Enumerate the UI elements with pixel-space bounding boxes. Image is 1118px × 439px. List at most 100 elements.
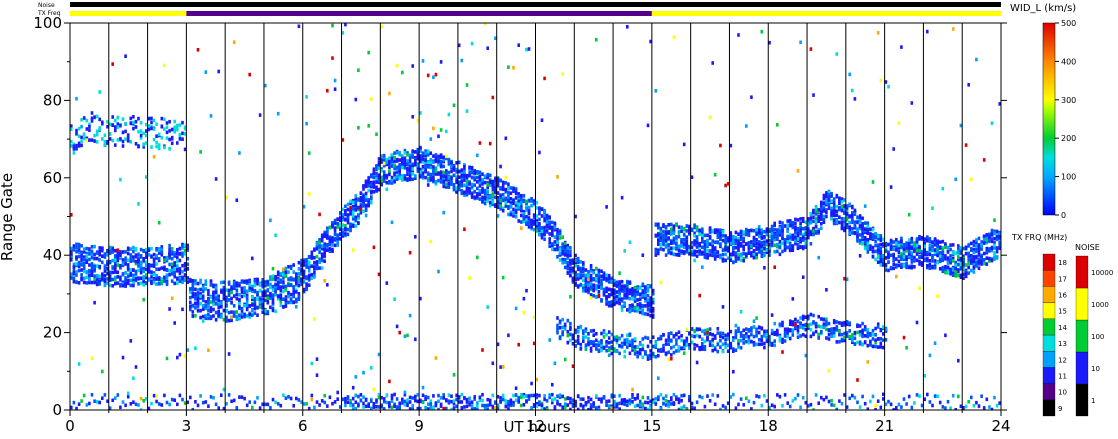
backscatter-cell: [512, 214, 515, 218]
backscatter-cell: [178, 271, 182, 276]
backscatter-cell: [693, 223, 696, 227]
backscatter-cell: [354, 393, 358, 398]
backscatter-cell: [424, 155, 427, 160]
backscatter-cell: [558, 320, 562, 325]
backscatter-cell: [346, 232, 350, 237]
backscatter-cell: [181, 131, 184, 136]
backscatter-cell: [214, 286, 218, 290]
backscatter-cell: [191, 285, 195, 289]
backscatter-cell: [119, 251, 122, 256]
backscatter-cell: [548, 240, 551, 245]
backscatter-cell: [685, 242, 689, 247]
backscatter-cell: [93, 252, 96, 257]
backscatter-cell: [357, 198, 360, 202]
backscatter-cell: [106, 248, 109, 253]
backscatter-cell: [103, 265, 107, 270]
backscatter-cell: [331, 224, 334, 228]
backscatter-cell: [209, 300, 213, 304]
backscatter-cell: [739, 310, 743, 314]
backscatter-cell: [768, 234, 771, 239]
backscatter-cell: [481, 178, 484, 183]
backscatter-cell: [388, 181, 391, 185]
backscatter-cell: [426, 160, 430, 165]
backscatter-cell: [455, 189, 458, 193]
backscatter-cell: [390, 153, 394, 157]
backscatter-cell: [809, 242, 813, 246]
backscatter-cell: [341, 213, 345, 217]
backscatter-cell: [791, 399, 795, 403]
backscatter-cell: [106, 266, 109, 271]
backscatter-cell: [421, 174, 425, 179]
backscatter-cell: [377, 157, 381, 161]
backscatter-cell: [163, 279, 166, 283]
backscatter-cell: [657, 248, 660, 252]
backscatter-cell: [93, 280, 96, 285]
backscatter-cell: [344, 224, 347, 228]
backscatter-cell: [628, 343, 632, 347]
backscatter-cell: [457, 169, 461, 174]
backscatter-cell: [227, 288, 231, 293]
backscatter-cell: [457, 175, 461, 179]
backscatter-cell: [561, 72, 564, 76]
backscatter-cell: [476, 401, 479, 405]
backscatter-cell: [264, 280, 267, 284]
backscatter-cell: [447, 170, 451, 175]
backscatter-cell: [799, 223, 802, 228]
backscatter-cell: [101, 246, 104, 251]
backscatter-cell: [460, 181, 464, 186]
backscatter-cell: [504, 175, 508, 180]
backscatter-cell: [496, 183, 500, 188]
backscatter-cell: [380, 154, 383, 158]
backscatter-cell: [147, 253, 151, 257]
backscatter-cell: [711, 61, 714, 65]
backscatter-cell: [145, 129, 148, 133]
backscatter-cell: [318, 238, 321, 242]
backscatter-cell: [245, 279, 249, 283]
backscatter-cell: [794, 235, 797, 240]
backscatter-cell: [558, 403, 562, 407]
backscatter-cell: [333, 78, 337, 83]
backscatter-cell: [253, 288, 257, 293]
backscatter-cell: [770, 403, 774, 407]
backscatter-cell: [227, 298, 231, 302]
backscatter-cell: [791, 220, 795, 225]
backscatter-cell: [429, 239, 433, 244]
backscatter-cell: [600, 397, 603, 401]
backscatter-cell: [230, 318, 233, 323]
backscatter-cell: [799, 245, 802, 249]
backscatter-cell: [729, 241, 733, 246]
backscatter-cell: [739, 237, 743, 242]
backscatter-cell: [359, 204, 363, 209]
backscatter-cell: [217, 314, 220, 318]
backscatter-cell: [212, 294, 215, 298]
backscatter-cell: [119, 177, 122, 182]
backscatter-cell: [649, 39, 652, 44]
backscatter-cell: [561, 331, 564, 336]
txfreq-status-bar: [70, 11, 1001, 16]
backscatter-cell: [157, 143, 161, 147]
backscatter-cell: [760, 250, 764, 254]
backscatter-cell: [548, 393, 551, 397]
backscatter-cell: [132, 376, 135, 381]
backscatter-cell: [708, 228, 712, 232]
backscatter-cell: [264, 290, 267, 294]
backscatter-cell: [729, 258, 733, 262]
backscatter-cell: [403, 148, 407, 153]
backscatter-cell: [194, 281, 197, 286]
backscatter-cell: [411, 155, 414, 159]
backscatter-cell: [326, 233, 329, 237]
backscatter-cell: [408, 395, 412, 400]
backscatter-cell: [339, 405, 342, 409]
backscatter-cell: [783, 245, 787, 250]
backscatter-cell: [517, 43, 520, 47]
backscatter-cell: [111, 138, 114, 143]
backscatter-cell: [752, 325, 756, 329]
backscatter-cell: [716, 250, 720, 254]
backscatter-cell: [781, 337, 784, 342]
backscatter-cell: [282, 276, 285, 280]
backscatter-cell: [295, 283, 298, 288]
backscatter-cell: [168, 129, 171, 133]
backscatter-cell: [101, 260, 104, 265]
backscatter-cell: [93, 274, 96, 278]
backscatter-cell: [494, 36, 497, 40]
